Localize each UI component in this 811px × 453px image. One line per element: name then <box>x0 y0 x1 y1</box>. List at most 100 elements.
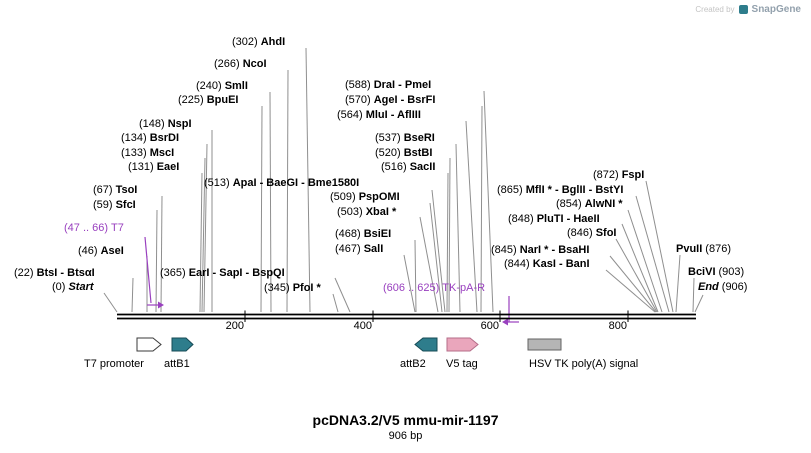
site-name: SacII <box>409 161 436 173</box>
site-label-BpuEI[interactable]: (225) BpuEI <box>178 94 238 107</box>
site-connector-lines <box>103 47 704 313</box>
site-name: AlwNI * <box>584 198 623 210</box>
site-name: BtsI - BtsαI <box>36 267 95 279</box>
tkpar-primer-arrowhead <box>502 318 508 326</box>
site-label-PvuII[interactable]: PvuII (876) <box>676 243 731 256</box>
site-name: MluI - AflIII <box>365 109 421 121</box>
feature-label-attb1: attB1 <box>164 358 190 370</box>
connector-TsoI <box>160 195 163 313</box>
site-label-AlwNI[interactable]: (854) AlwNI * <box>556 198 623 211</box>
site-position: (59) <box>93 199 113 211</box>
site-position: (570) <box>345 94 371 106</box>
connector-PluTI <box>621 223 659 313</box>
connector-SacII <box>446 172 449 313</box>
primer-name: TK-pA-R <box>442 282 486 294</box>
primer-label-TK-pA-R[interactable]: (606 .. 625) TK-pA-R <box>383 282 485 295</box>
site-label-XbaI[interactable]: (503) XbaI * <box>337 206 396 219</box>
connector-SalI <box>403 254 416 313</box>
site-position: (148) <box>139 118 165 130</box>
site-name: EarI - SapI - BspQI <box>188 267 285 279</box>
start-label: (0) Start <box>52 281 94 294</box>
feature-label-v5-tag: V5 tag <box>446 358 478 370</box>
connector-MflI <box>635 195 670 313</box>
site-label-PspOMI[interactable]: (509) PspOMI <box>330 191 400 204</box>
ruler-label-800: 800 <box>608 320 627 332</box>
site-name: BseRI <box>403 132 435 144</box>
site-label-EaeI[interactable]: (131) EaeI <box>128 161 179 174</box>
site-name: PluTI - HaeII <box>536 213 600 225</box>
connector-end <box>694 294 704 313</box>
site-label-BstBI[interactable]: (520) BstBI <box>375 147 432 160</box>
v5-tag-arrow[interactable] <box>446 337 479 352</box>
site-position: (872) <box>593 169 619 181</box>
connector-SmlI <box>269 91 272 313</box>
site-name: ApaI - BaeGI - Bme1580I <box>232 177 360 189</box>
connector-MluI <box>465 120 478 313</box>
site-label-MluI[interactable]: (564) MluI - AflIII <box>337 109 421 122</box>
site-position: (22) <box>14 267 34 279</box>
site-position: (846) <box>567 227 593 239</box>
site-label-PfoI[interactable]: (345) PfoI * <box>264 282 321 295</box>
connector-FspI <box>645 180 674 313</box>
site-label-SacII[interactable]: (516) SacII <box>381 161 435 174</box>
site-label-BtsI[interactable]: (22) BtsI - BtsαI <box>14 267 95 280</box>
primer-label-T7[interactable]: (47 .. 66) T7 <box>64 222 124 235</box>
site-position: (588) <box>345 79 371 91</box>
site-position: (876) <box>705 243 731 255</box>
site-label-AseI[interactable]: (46) AseI <box>78 245 124 258</box>
primer-name: T7 <box>111 222 124 234</box>
site-label-MscI[interactable]: (133) MscI <box>121 147 174 160</box>
connector-EarI <box>334 277 351 313</box>
feature-glyphs <box>136 337 562 352</box>
connector-BpuEI <box>260 105 263 313</box>
site-label-BciVI[interactable]: BciVI (903) <box>688 266 744 279</box>
site-label-TsoI[interactable]: (67) TsoI <box>93 184 137 197</box>
site-label-ApaI[interactable]: (513) ApaI - BaeGI - Bme1580I <box>204 177 359 190</box>
site-position: (225) <box>178 94 204 106</box>
site-name: BsiEI <box>363 228 392 240</box>
site-label-NspI[interactable]: (148) NspI <box>139 118 192 131</box>
connector-NcoI <box>286 69 289 313</box>
site-label-NarI[interactable]: (845) NarI * - BsaHI <box>491 244 589 257</box>
site-name: KasI - BanI <box>532 258 590 270</box>
primer-range: (606 .. 625) <box>383 282 440 294</box>
site-label-BsrDI[interactable]: (134) BsrDI <box>121 132 179 145</box>
site-label-BsiEI[interactable]: (468) BsiEI <box>335 228 391 241</box>
ruler-label-600: 600 <box>480 320 499 332</box>
site-label-SfcI[interactable]: (59) SfcI <box>93 199 136 212</box>
site-name: SfcI <box>115 199 136 211</box>
site-label-PluTI[interactable]: (848) PluTI - HaeII <box>508 213 600 226</box>
connector-PfoI <box>332 293 339 313</box>
watermark-created-by: Created by <box>695 5 735 14</box>
site-label-SalI[interactable]: (467) SalI <box>335 243 383 256</box>
site-label-SfoI[interactable]: (846) SfoI <box>567 227 616 240</box>
watermark-brand: SnapGene <box>751 4 801 15</box>
hsv-tk-polya-box[interactable] <box>527 338 562 351</box>
site-label-DraI[interactable]: (588) DraI - PmeI <box>345 79 431 92</box>
site-label-SmlI[interactable]: (240) SmlI <box>196 80 248 93</box>
connector-start <box>103 292 118 313</box>
site-label-NcoI[interactable]: (266) NcoI <box>214 58 267 71</box>
connector-SfoI <box>615 238 658 313</box>
t7-promoter-arrow[interactable] <box>136 337 162 352</box>
site-label-FspI[interactable]: (872) FspI <box>593 169 644 182</box>
attb1-arrow[interactable] <box>171 337 194 352</box>
site-position: (516) <box>381 161 407 173</box>
start-text: Start <box>68 281 94 293</box>
connector-BstBI <box>448 157 451 313</box>
site-label-KasI[interactable]: (844) KasI - BanI <box>504 258 590 271</box>
site-position: (845) <box>491 244 517 256</box>
site-label-AhdI[interactable]: (302) AhdI <box>232 36 285 49</box>
site-name: NarI * - BsaHI <box>519 244 590 256</box>
site-position: (903) <box>718 266 745 278</box>
site-label-EarI[interactable]: (365) EarI - SapI - BspQI <box>160 267 285 280</box>
site-position: (131) <box>128 161 154 173</box>
site-label-AgeI[interactable]: (570) AgeI - BsrFI <box>345 94 435 107</box>
site-name: XbaI * <box>365 206 397 218</box>
site-label-BseRI[interactable]: (537) BseRI <box>375 132 435 145</box>
attb2-arrow[interactable] <box>414 337 438 352</box>
site-position: (365) <box>160 267 186 279</box>
site-name: DraI - PmeI <box>373 79 432 91</box>
site-label-MflI[interactable]: (865) MflI * - BglII - BstYI <box>497 184 623 197</box>
